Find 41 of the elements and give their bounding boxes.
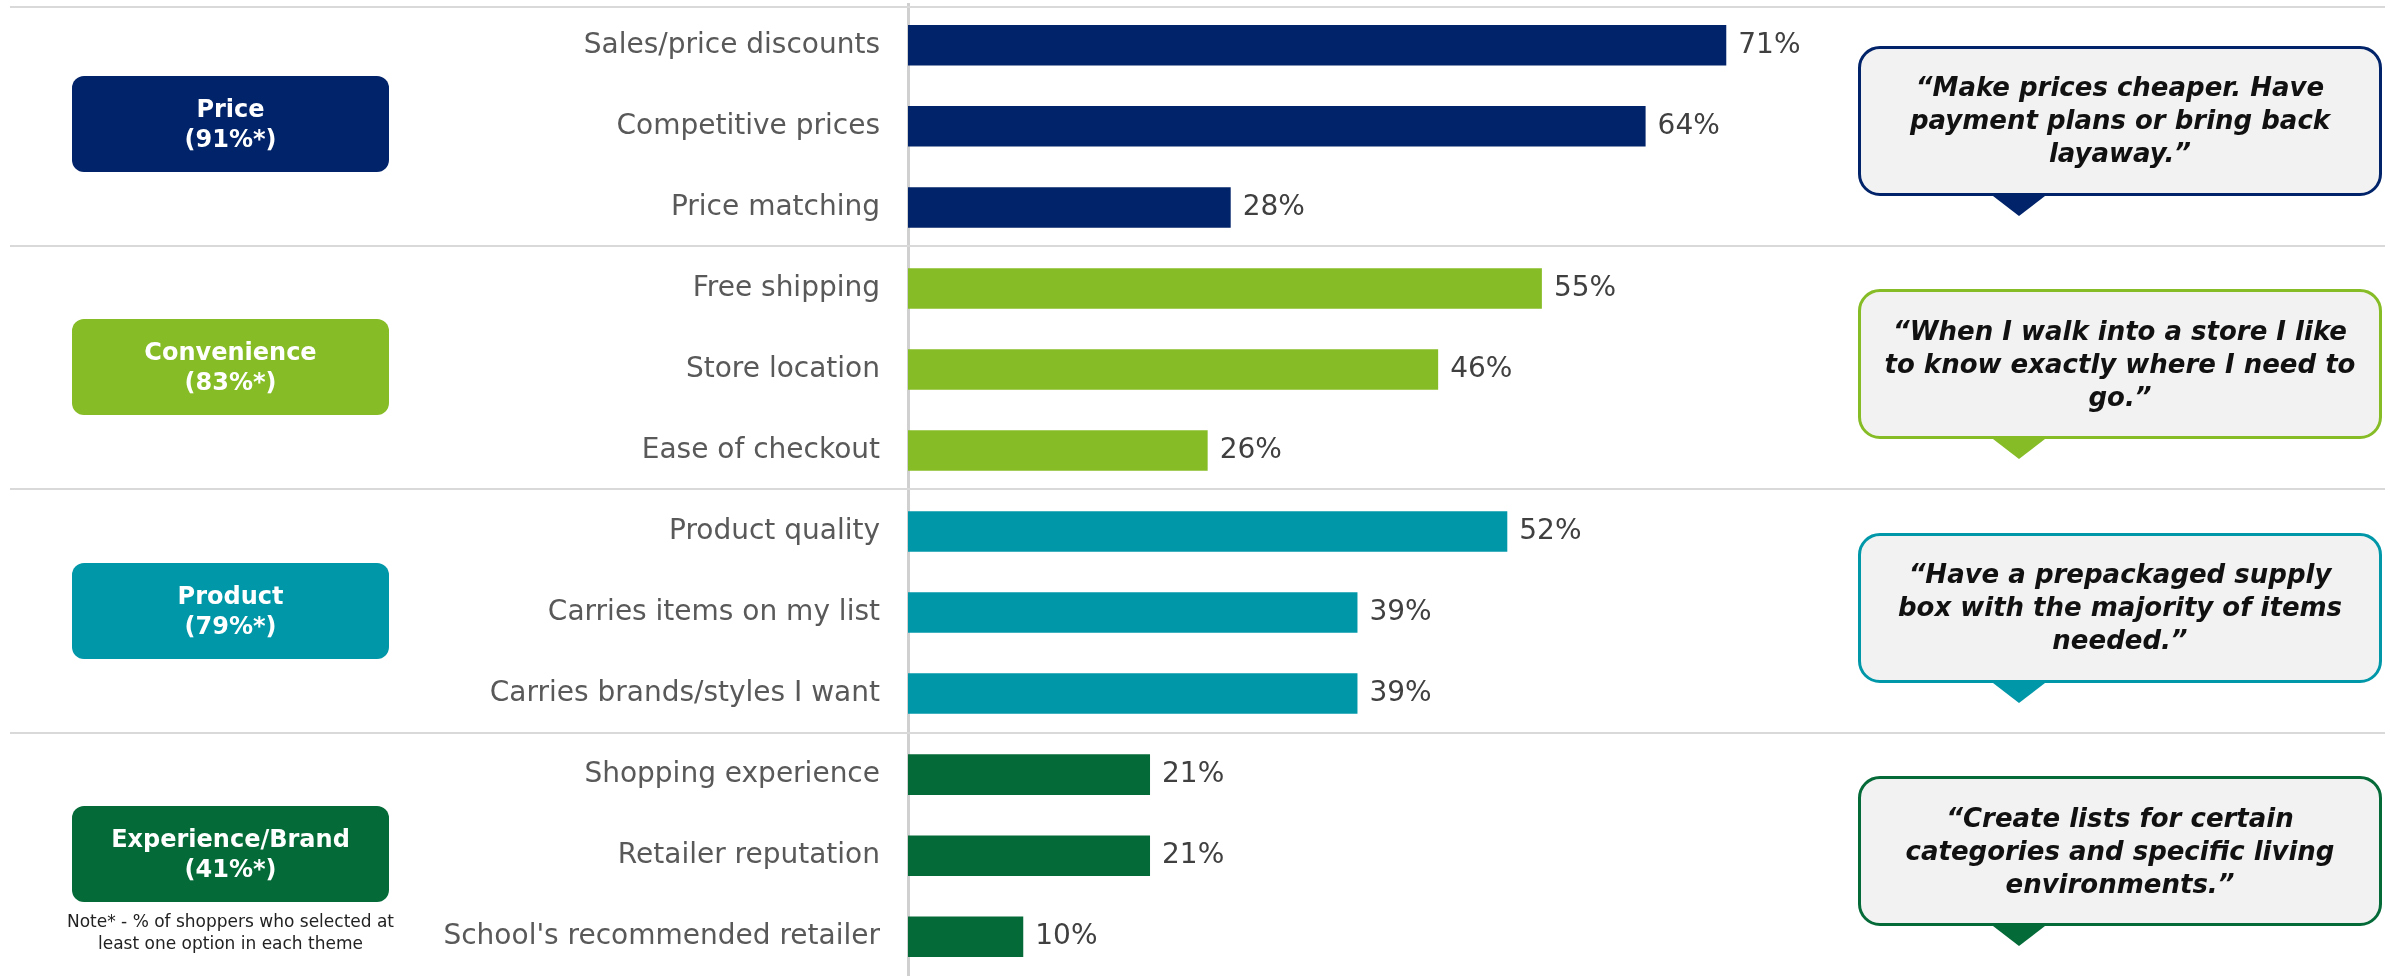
data-label: 39% — [1369, 674, 1432, 708]
data-label: 39% — [1369, 593, 1432, 627]
y-tick-label: Store location — [685, 350, 880, 384]
y-tick-label: Price matching — [670, 188, 880, 222]
data-label: 71% — [1738, 26, 1801, 60]
text: Experience/Brand (41%*) — [72, 806, 389, 903]
bar — [908, 673, 1358, 714]
data-label: 28% — [1242, 188, 1305, 222]
y-tick-label: Free shipping — [692, 269, 880, 303]
data-label: 21% — [1162, 755, 1225, 789]
bar — [908, 106, 1646, 147]
data-label: 64% — [1657, 107, 1720, 141]
bar — [908, 268, 1542, 309]
bar — [908, 754, 1151, 795]
y-tick-label: Shopping experience — [584, 755, 880, 789]
y-tick-label: Product quality — [669, 512, 880, 546]
data-label: 46% — [1450, 350, 1513, 384]
y-tick-label: Competitive prices — [616, 107, 880, 141]
y-tick-label: Ease of checkout — [641, 431, 881, 465]
bar — [908, 430, 1208, 471]
text: Price (91%*) — [72, 75, 389, 172]
data-label: 52% — [1519, 512, 1582, 546]
bar — [908, 916, 1024, 957]
bar — [908, 592, 1358, 633]
bar — [908, 349, 1439, 390]
text: Convenience (83%*) — [72, 319, 389, 416]
data-label: 26% — [1219, 431, 1282, 465]
bar — [908, 25, 1727, 66]
y-tick-label: Sales/price discounts — [583, 26, 880, 60]
y-tick-label: Carries brands/styles I want — [489, 674, 881, 708]
bar — [908, 511, 1508, 552]
bar — [908, 835, 1151, 876]
data-label: 21% — [1162, 836, 1225, 870]
data-label: 10% — [1035, 917, 1098, 951]
text: Note* - % of shoppers who selected at least one option in each theme — [65, 910, 396, 954]
y-tick-label: Retailer reputation — [617, 836, 880, 870]
y-tick-label: School's recommended retailer — [443, 917, 881, 951]
y-tick-label: Carries items on my list — [547, 593, 881, 627]
text: Product (79%*) — [72, 562, 389, 659]
data-label: 55% — [1553, 269, 1617, 303]
bar — [908, 187, 1231, 228]
